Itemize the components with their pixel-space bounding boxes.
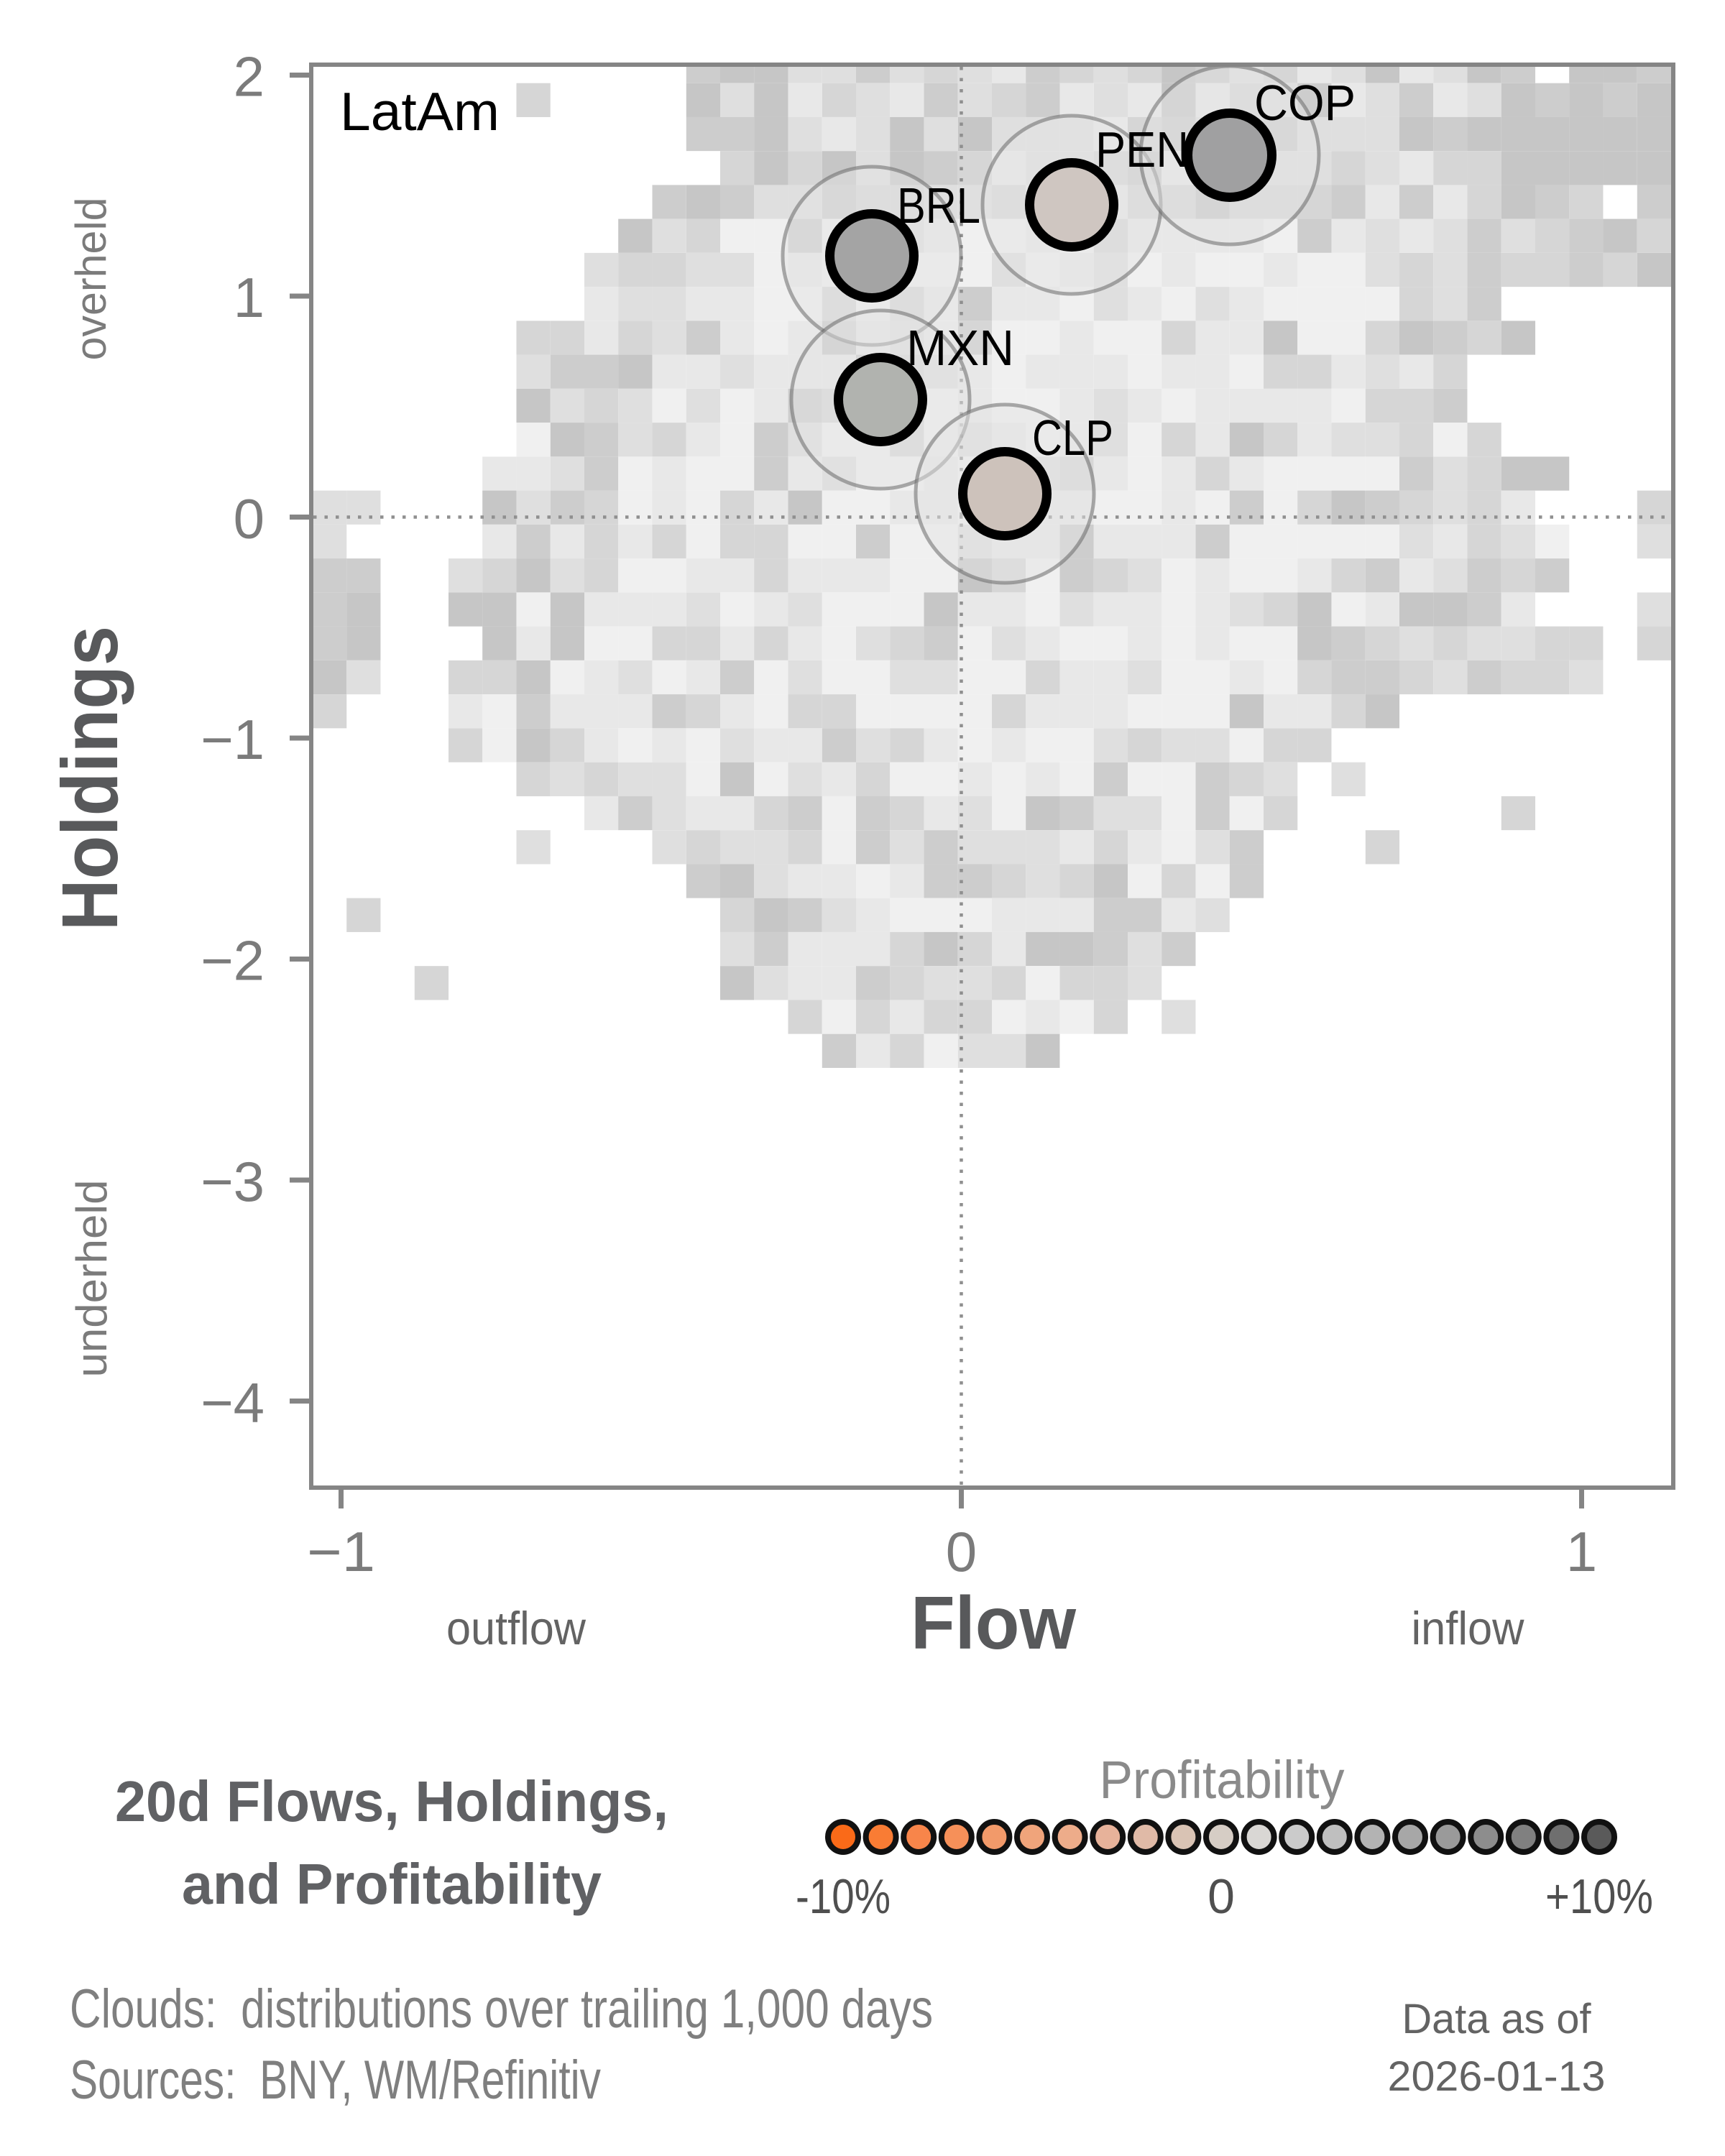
svg-text:1: 1	[1566, 1520, 1597, 1583]
svg-text:CLP: CLP	[1032, 410, 1113, 466]
svg-text:Flow: Flow	[911, 1582, 1077, 1665]
svg-text:−4: −4	[201, 1371, 264, 1434]
svg-text:−2: −2	[201, 929, 264, 992]
svg-text:Data as of: Data as of	[1402, 1996, 1592, 2042]
svg-text:inflow: inflow	[1412, 1602, 1525, 1654]
svg-text:2026-01-13: 2026-01-13	[1388, 2053, 1606, 2100]
svg-text:and Profitability: and Profitability	[182, 1852, 602, 1916]
svg-text:underheld: underheld	[68, 1180, 116, 1378]
svg-text:BRL: BRL	[897, 178, 980, 234]
svg-text:0: 0	[1208, 1869, 1235, 1924]
svg-text:−3: −3	[201, 1150, 264, 1213]
svg-text:−1: −1	[307, 1520, 375, 1583]
svg-text:0: 0	[946, 1520, 977, 1583]
svg-text:1: 1	[234, 266, 264, 329]
svg-text:2: 2	[234, 45, 264, 109]
svg-text:Sources: BNY, WM/Refinitiv: Sources: BNY, WM/Refinitiv	[70, 2050, 601, 2111]
svg-text:LatAm: LatAm	[340, 81, 500, 142]
svg-text:-10%: -10%	[796, 1869, 891, 1924]
svg-text:Profitability: Profitability	[1100, 1750, 1345, 1810]
svg-text:PEN: PEN	[1095, 121, 1189, 178]
svg-text:20d Flows, Holdings,: 20d Flows, Holdings,	[115, 1769, 668, 1833]
svg-text:−1: −1	[201, 708, 264, 771]
svg-text:overheld: overheld	[67, 198, 115, 361]
svg-text:MXN: MXN	[906, 320, 1014, 376]
svg-text:COP: COP	[1254, 75, 1356, 131]
svg-text:outflow: outflow	[446, 1602, 586, 1654]
svg-text:Clouds: distributions over tr: Clouds: distributions over trailing 1,00…	[70, 1978, 933, 2040]
svg-text:0: 0	[234, 487, 264, 550]
svg-text:Holdings: Holdings	[46, 626, 134, 931]
svg-text:+10%: +10%	[1545, 1869, 1653, 1924]
